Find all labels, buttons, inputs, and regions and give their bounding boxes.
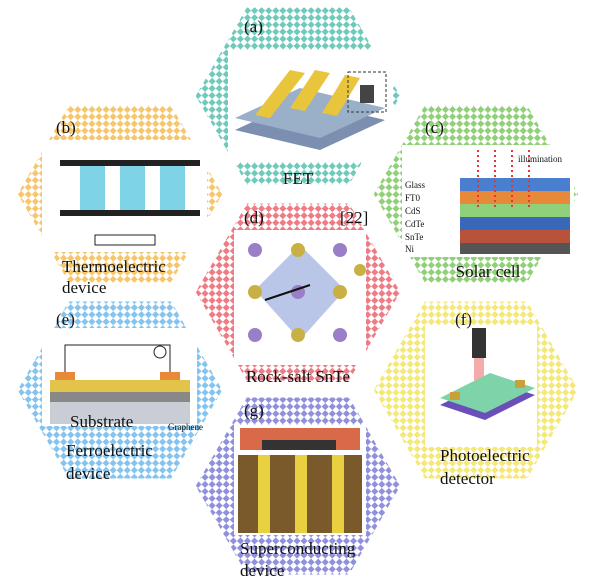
labels: (a) FET (b) Thermoelectric device (c) So…: [56, 17, 562, 580]
illustration-c: [402, 145, 574, 257]
citation: [22]: [340, 208, 368, 227]
panel-label: (e): [56, 310, 75, 329]
panel-label: (g): [244, 401, 264, 420]
illustration-e: [42, 328, 197, 426]
panel-label: (f): [455, 310, 472, 329]
caption: Thermoelectric: [62, 257, 166, 276]
illustration-d: [234, 230, 366, 365]
caption: device: [66, 464, 110, 483]
layer-label: Glass: [405, 180, 425, 190]
caption: device: [62, 278, 106, 297]
caption: detector: [440, 469, 495, 488]
layer-label: CdTe: [405, 219, 424, 229]
illustration-a: [228, 50, 393, 162]
caption: Solar cell: [456, 262, 521, 281]
layer-label: Ni: [405, 244, 414, 254]
caption: FET: [283, 169, 314, 188]
layer-label: CdS: [405, 206, 421, 216]
panel-label: (c): [425, 118, 444, 137]
caption: Superconducting: [240, 539, 356, 558]
panel-label: (a): [244, 17, 263, 36]
inner-label: Substrate: [70, 412, 133, 431]
panel-label: (d): [244, 208, 264, 227]
caption: device: [240, 561, 284, 580]
inner-label: Graphene: [168, 422, 203, 432]
caption: Ferroelectric: [66, 441, 153, 460]
layer-label: SnTe: [405, 232, 423, 242]
caption: Rock-salt SnTe: [246, 367, 350, 386]
caption: Photoelectric: [440, 446, 530, 465]
panel-label: (b): [56, 118, 76, 137]
illustration-b: [42, 140, 207, 252]
illustration-f: [425, 325, 537, 447]
note: illumination: [518, 154, 562, 164]
layer-label: FT0: [405, 193, 421, 203]
illustration-g: [234, 425, 366, 535]
